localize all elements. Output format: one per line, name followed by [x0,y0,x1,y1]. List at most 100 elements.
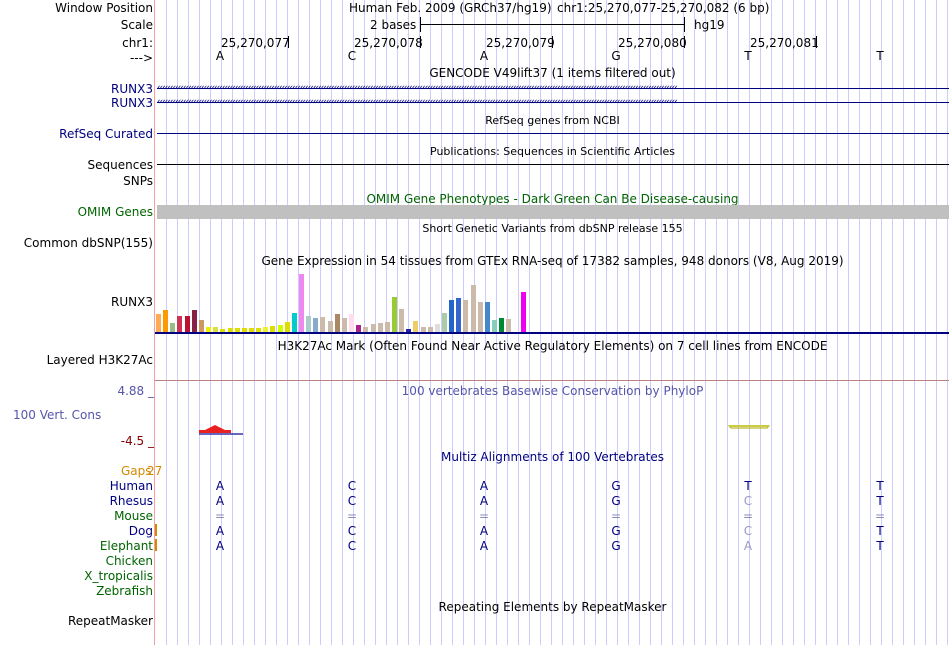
gencode-item-label[interactable]: RUNX3 [111,96,153,110]
snps-label[interactable]: SNPs [123,174,153,188]
gtex-tissue-bar[interactable] [463,300,469,332]
h3k27ac-track-title[interactable]: H3K27Ac Mark (Often Found Near Active Re… [277,339,828,353]
gtex-tissue-bar[interactable] [306,316,312,332]
species-label[interactable]: Human [109,479,153,493]
publications-track-label[interactable]: Sequences [87,158,153,172]
gtex-tissue-bar[interactable] [449,300,455,332]
gtex-tissue-bar[interactable] [220,329,226,332]
grid-line [584,0,585,645]
gtex-tissue-bar[interactable] [391,297,397,332]
multiz-track-title[interactable]: Multiz Alignments of 100 Vertebrates [440,450,665,464]
gtex-tissue-bar[interactable] [406,329,412,332]
species-label[interactable]: Dog [128,524,153,538]
gtex-tissue-bar[interactable] [184,316,190,332]
omim-track-title[interactable]: OMIM Gene Phenotypes - Dark Green Can Be… [366,192,739,206]
gtex-tissue-bar[interactable] [520,292,526,332]
repeatmasker-track-title[interactable]: Repeating Elements by RepeatMasker [438,600,667,614]
gtex-tissue-bar[interactable] [206,327,212,332]
ruler-tick-label: 25,270,079 [486,36,555,50]
gencode-item-label[interactable]: RUNX3 [111,82,153,96]
gtex-tissue-bar[interactable] [356,325,362,332]
refseq-track-label[interactable]: RefSeq Curated [59,127,153,141]
gtex-tissue-bar[interactable] [456,298,462,332]
gtex-tissue-bar[interactable] [227,328,233,332]
gtex-tissue-bar[interactable] [384,322,390,332]
gtex-tissue-bar[interactable] [313,318,319,332]
species-label[interactable]: Elephant [99,539,153,553]
gtex-tissue-bar[interactable] [499,318,505,332]
omim-track-label[interactable]: OMIM Genes [77,205,153,219]
omim-feature-bar[interactable] [157,205,949,219]
phylop-peak-base [199,430,231,433]
alignment-base: = [346,509,358,523]
gtex-tissue-bar[interactable] [177,316,183,332]
gtex-tissue-bar[interactable] [213,327,219,332]
gtex-tissue-bar[interactable] [484,302,490,332]
gtex-tissue-bar[interactable] [434,324,440,332]
grid-line [540,0,541,645]
gtex-tissue-bar[interactable] [420,327,426,332]
species-label[interactable]: X_tropicalis [84,569,153,583]
dog-gap-marker [155,524,157,536]
grid-line [925,0,926,645]
gtex-tissue-bar[interactable] [370,324,376,332]
gtex-tissue-bar[interactable] [427,327,433,332]
gtex-tissue-bar[interactable] [263,327,269,332]
gtex-tissue-bar[interactable] [248,328,254,332]
phylop-track-title[interactable]: 100 vertebrates Basewise Conservation by… [401,384,704,398]
gtex-tissue-bar[interactable] [270,326,276,332]
species-label[interactable]: Rhesus [109,494,153,508]
gtex-tissue-bar[interactable] [163,310,169,332]
gtex-tissue-bar[interactable] [363,327,369,332]
species-label[interactable]: Zebrafish [96,584,153,598]
repeatmasker-track-label[interactable]: RepeatMasker [67,614,153,628]
species-label[interactable]: Mouse [114,509,153,523]
gtex-tissue-bar[interactable] [477,302,483,332]
gtex-tissue-bar[interactable] [506,319,512,332]
gtex-tissue-bar[interactable] [234,328,240,332]
grid-line [815,0,816,645]
dbsnp-track-label[interactable]: Common dbSNP(155) [23,236,153,250]
grid-line [639,0,640,645]
gtex-tissue-bar[interactable] [256,328,262,332]
publications-track-title[interactable]: Publications: Sequences in Scientific Ar… [430,145,675,158]
phylop-track-label[interactable]: 100 Vert. Cons [13,408,102,422]
gencode-gene-line[interactable] [157,88,949,89]
gtex-gene-label[interactable]: RUNX3 [111,295,153,309]
gtex-tissue-bar[interactable] [334,314,340,332]
refseq-track-title[interactable]: RefSeq genes from NCBI [485,114,620,127]
gtex-tissue-bar[interactable] [349,314,355,332]
gtex-tissue-bar[interactable] [327,321,333,332]
gtex-tissue-bar[interactable] [241,328,247,332]
gtex-tissue-bar[interactable] [284,322,290,332]
gtex-tissue-bar[interactable] [377,323,383,332]
h3k27ac-track-label[interactable]: Layered H3K27Ac [46,353,153,367]
assembly-title[interactable]: Human Feb. 2009 (GRCh37/hg19) [349,1,552,15]
gtex-tissue-bar[interactable] [320,317,326,332]
base-letter: A [215,49,225,63]
gtex-tissue-bar[interactable] [156,314,161,332]
gtex-tissue-bar[interactable] [291,313,297,332]
gtex-tissue-bar[interactable] [442,313,447,332]
gencode-track-title[interactable]: GENCODE V49lift37 (1 items filtered out) [429,66,676,80]
refseq-gene-line[interactable] [157,133,949,134]
gtex-tissue-bar[interactable] [399,309,405,332]
grid-line [947,0,948,645]
grid-line [716,0,717,645]
publications-line[interactable] [157,164,949,165]
gencode-gene-line[interactable] [157,102,949,103]
gtex-tissue-bar[interactable] [341,318,347,332]
gtex-bar-chart[interactable] [155,268,555,332]
gtex-tissue-bar[interactable] [470,285,476,332]
gtex-tissue-bar[interactable] [191,310,197,332]
gtex-tissue-bar[interactable] [277,325,283,332]
gtex-tissue-bar[interactable] [492,320,498,332]
species-label[interactable]: Chicken [105,554,153,568]
gtex-track-title[interactable]: Gene Expression in 54 tissues from GTEx … [261,254,844,268]
gtex-tissue-bar[interactable] [299,274,304,332]
gtex-tissue-bar[interactable] [413,321,419,332]
phylop-plot[interactable] [155,418,949,438]
gtex-tissue-bar[interactable] [198,320,204,332]
dbsnp-track-title[interactable]: Short Genetic Variants from dbSNP releas… [422,222,683,235]
gtex-tissue-bar[interactable] [170,323,176,332]
